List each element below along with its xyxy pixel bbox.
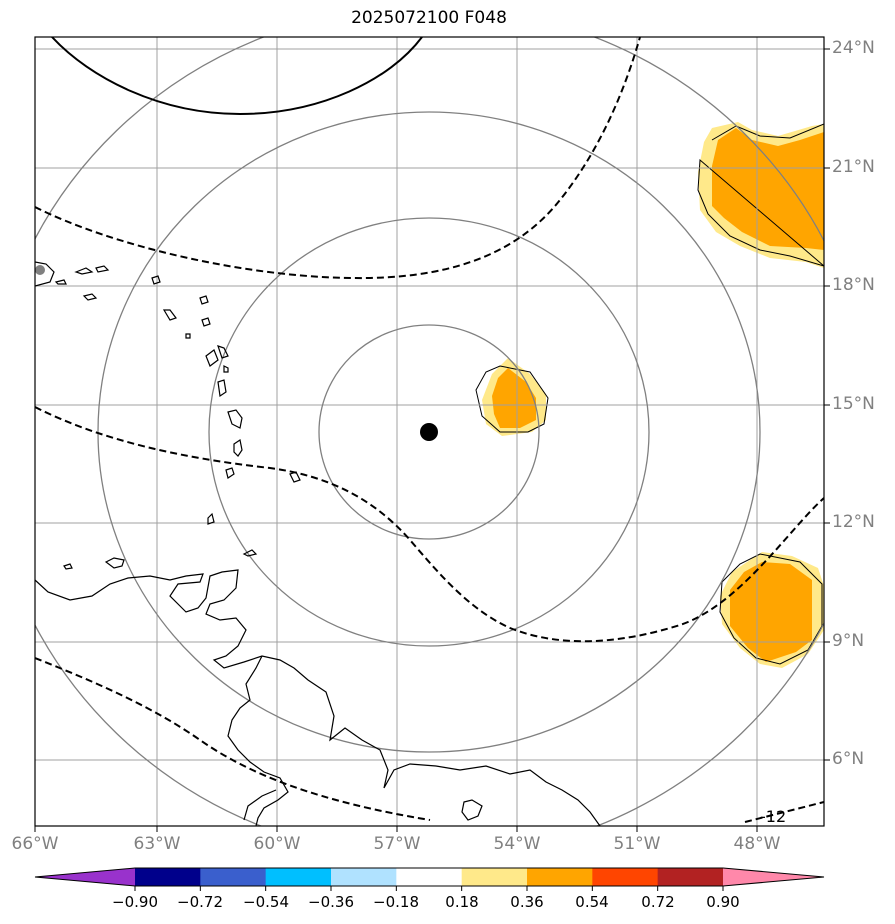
- plot-frame: [34, 36, 825, 827]
- colorbar-extend-high: [723, 868, 824, 886]
- anomaly-fill-mid: [712, 128, 824, 250]
- lon-label-57w: 57°W: [373, 834, 421, 854]
- colorbar-segment: [135, 868, 201, 886]
- colorbar-tick-label: 0.72: [641, 893, 675, 911]
- lon-label-63w: 63°W: [133, 834, 181, 854]
- lat-label-6n: 6°N: [832, 749, 865, 769]
- lat-label-12n: 12°N: [832, 512, 875, 532]
- colorbar-tick-label: 0.18: [445, 893, 479, 911]
- lon-label-48w: 48°W: [733, 834, 781, 854]
- colorbar-segment: [657, 868, 724, 886]
- lon-label-54w: 54°W: [493, 834, 541, 854]
- anomaly-fill-mid: [730, 562, 812, 662]
- lat-label-24n: 24°N: [832, 38, 875, 58]
- colorbar-tick-label: −0.54: [243, 893, 289, 911]
- colorbar-tick-label: −0.90: [112, 893, 158, 911]
- colorbar-tick-label: 0.90: [706, 893, 740, 911]
- colorbar-segment: [592, 868, 659, 886]
- lon-label-51w: 51°W: [613, 834, 661, 854]
- storm-center-marker: [420, 423, 438, 441]
- lat-label-18n: 18°N: [832, 275, 875, 295]
- colorbar-segment: [396, 868, 463, 886]
- colorbar-tick-label: −0.72: [177, 893, 223, 911]
- solid-contour: [51, 37, 423, 116]
- colorbar-segment: [200, 868, 267, 886]
- anomaly-fill-mid: [492, 368, 536, 428]
- dashed-contours: [35, 37, 824, 823]
- lon-label-60w: 60°W: [253, 834, 301, 854]
- colorbar-extend-low: [35, 868, 135, 886]
- lon-label-66w: 66°W: [11, 834, 59, 854]
- gridlines: [35, 37, 824, 826]
- south-america-coast: [35, 569, 601, 826]
- colorbar-segment: [265, 868, 332, 886]
- colorbar-segment: [461, 868, 528, 886]
- contour-label: -12: [760, 807, 786, 826]
- anomaly-contours: [475, 123, 824, 665]
- colorbar-tick-label: 0.54: [575, 893, 609, 911]
- colorbar-segment: [527, 868, 593, 886]
- colorbar-segment: [331, 868, 397, 886]
- map-title: 2025072100 F048: [351, 8, 507, 28]
- colorbar-tick-label: −0.18: [373, 893, 419, 911]
- coastlines: [35, 261, 601, 826]
- axis-ticks: [34, 48, 830, 832]
- colorbar-tick-label: 0.36: [510, 893, 544, 911]
- lat-label-9n: 9°N: [832, 631, 865, 651]
- lat-label-15n: 15°N: [832, 394, 875, 414]
- reference-dot: [35, 265, 45, 275]
- lat-label-21n: 21°N: [832, 157, 875, 177]
- colorbar-tick-label: −0.36: [308, 893, 354, 911]
- colorbar: [34, 867, 825, 891]
